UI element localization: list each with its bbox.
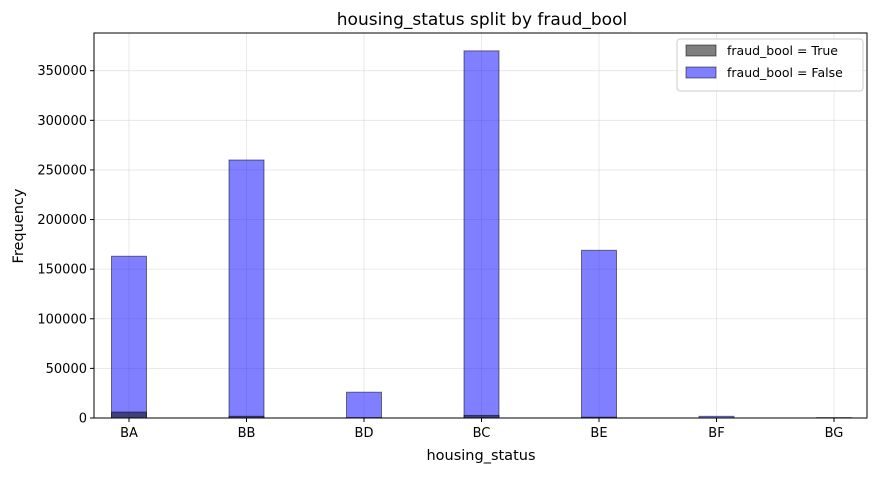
y-tick-label: 250000	[37, 163, 87, 178]
bar-fraud-true-ba	[112, 412, 147, 418]
x-tick-label-ba: BA	[120, 426, 138, 441]
y-tick-label: 150000	[37, 263, 87, 278]
legend-swatch-false	[686, 67, 716, 78]
bar-fraud-false-bb	[229, 160, 264, 418]
y-tick-label: 50000	[46, 362, 87, 377]
x-tick-label-be: BE	[590, 426, 607, 441]
y-tick-label: 100000	[37, 312, 87, 327]
legend-swatch-true	[686, 45, 716, 56]
y-tick-label: 0	[79, 412, 87, 427]
x-tick-label-bf: BF	[708, 426, 724, 441]
x-axis-label: housing_status	[426, 448, 535, 464]
bar-fraud-false-bd	[347, 392, 382, 418]
x-tick-label-bd: BD	[355, 426, 374, 441]
legend: fraud_bool = True fraud_bool = False	[677, 39, 863, 91]
legend-label-false: fraud_bool = False	[727, 65, 843, 80]
x-tick-label-bb: BB	[238, 426, 256, 441]
y-tick-label: 350000	[37, 64, 87, 79]
bar-fraud-false-ba	[112, 256, 147, 418]
chart-title: housing_status split by fraud_bool	[337, 10, 627, 30]
legend-label-true: fraud_bool = True	[727, 43, 838, 58]
bar-fraud-false-be	[582, 250, 617, 418]
y-tick-label: 300000	[37, 114, 87, 129]
bar-fraud-false-bc	[464, 51, 499, 418]
x-tick-label-bg: BG	[825, 426, 844, 441]
y-axis-label: Frequency	[11, 188, 27, 263]
y-tick-label: 200000	[37, 213, 87, 228]
x-tick-label-bc: BC	[473, 426, 491, 441]
